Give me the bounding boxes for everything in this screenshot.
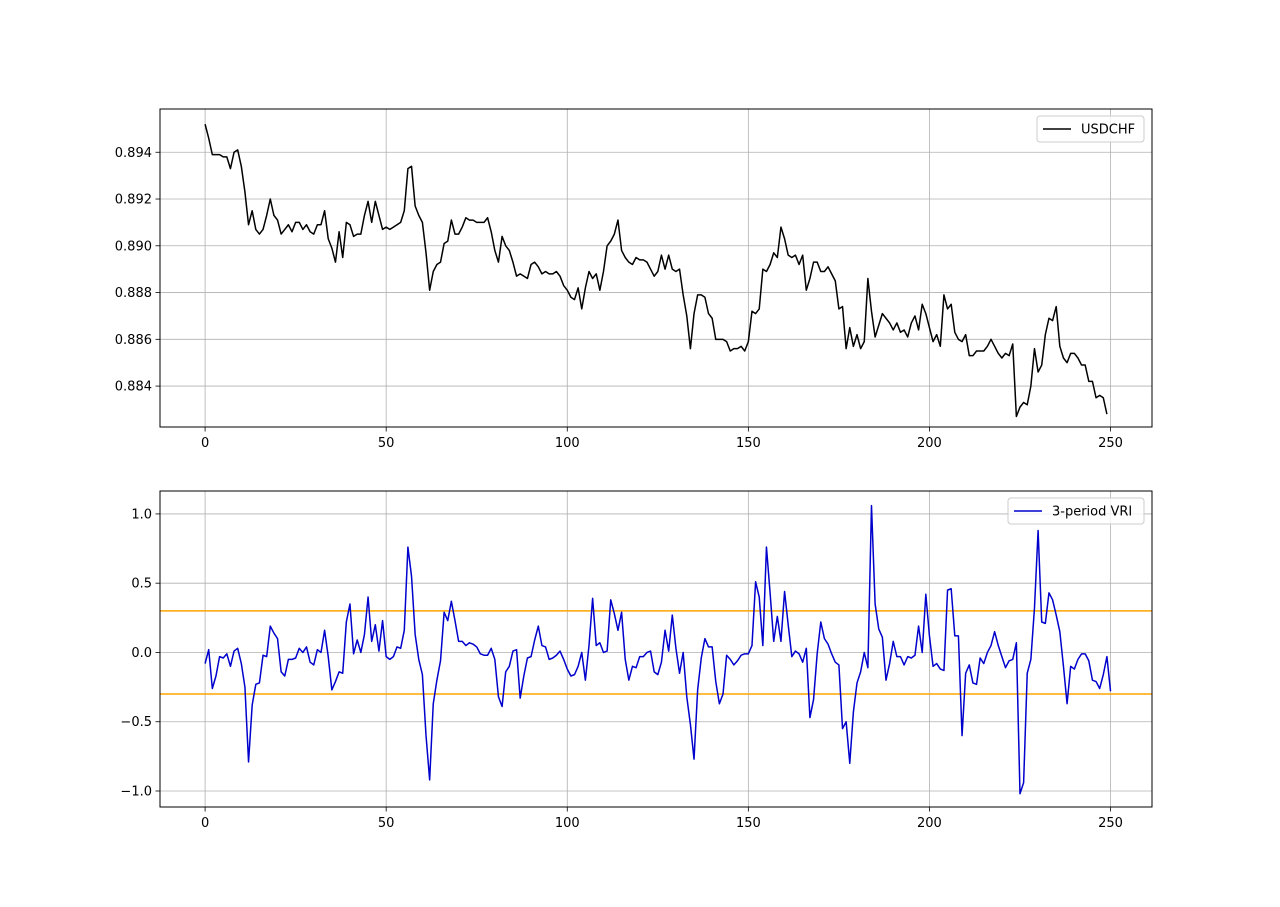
vri-y-tick-label: −0.5 (120, 715, 152, 730)
price-y-tick-label: 0.892 (115, 193, 152, 208)
vri-x-tick-label: 100 (555, 816, 580, 831)
price-y-tick-label: 0.890 (115, 239, 152, 254)
vri-x-tick-label: 150 (736, 816, 761, 831)
vri-series-line (204, 504, 1112, 795)
price-series (204, 124, 1108, 418)
price-legend-box (1036, 115, 1145, 143)
vri-x-tick-label: 200 (917, 816, 942, 831)
price-series-line (204, 124, 1108, 418)
price-x-tick-label: 100 (555, 436, 580, 451)
price-x-ticks: 0 50 100 150 200 250 (201, 427, 1123, 451)
vri-grid (160, 491, 1152, 807)
vri-x-tick-label: 50 (378, 816, 395, 831)
price-x-tick-label: 50 (378, 436, 395, 451)
price-y-tick-label: 0.886 (115, 333, 152, 348)
vri-y-tick-label: 0.0 (131, 646, 152, 661)
vri-y-tick-label: −1.0 (120, 784, 152, 799)
price-x-tick-label: 150 (736, 436, 761, 451)
vri-axes-frame (159, 490, 1153, 808)
price-y-ticks: 0.884 0.886 0.888 0.890 0.892 0.894 (115, 146, 160, 395)
price-y-tick-label: 0.884 (115, 380, 152, 395)
vri-threshold-lines (160, 610, 1152, 695)
price-axes-frame (159, 108, 1153, 428)
price-x-tick-label: 250 (1098, 436, 1123, 451)
vri-x-ticks: 0 50 100 150 200 250 (201, 807, 1123, 831)
price-x-tick-label: 0 (201, 436, 209, 451)
price-grid (160, 109, 1152, 427)
vri-legend-label: 3-period VRI (1052, 505, 1132, 520)
price-legend-label: USDCHF (1081, 123, 1135, 138)
vri-y-tick-label: 0.5 (131, 577, 152, 592)
price-y-tick-label: 0.894 (115, 146, 152, 161)
vri-legend-box (1007, 497, 1145, 525)
vri-legend: 3-period VRI (1007, 497, 1145, 525)
price-legend: USDCHF (1036, 115, 1145, 143)
vri-x-tick-label: 250 (1098, 816, 1123, 831)
vri-x-tick-label: 0 (201, 816, 209, 831)
price-y-tick-label: 0.888 (115, 286, 152, 301)
price-x-tick-label: 200 (917, 436, 942, 451)
price-chart: 0 50 100 150 200 250 0.884 0.886 0.888 0.890 0.89… (115, 108, 1153, 451)
vri-y-tick-label: 1.0 (131, 507, 152, 522)
vri-y-ticks: −1.0 −0.5 0.0 0.5 1.0 (120, 507, 160, 799)
vri-chart: 0 50 100 150 200 250 −1.0 −0.5 0.0 0.5 1.0 3-peri… (120, 490, 1153, 831)
vri-series (204, 504, 1112, 795)
